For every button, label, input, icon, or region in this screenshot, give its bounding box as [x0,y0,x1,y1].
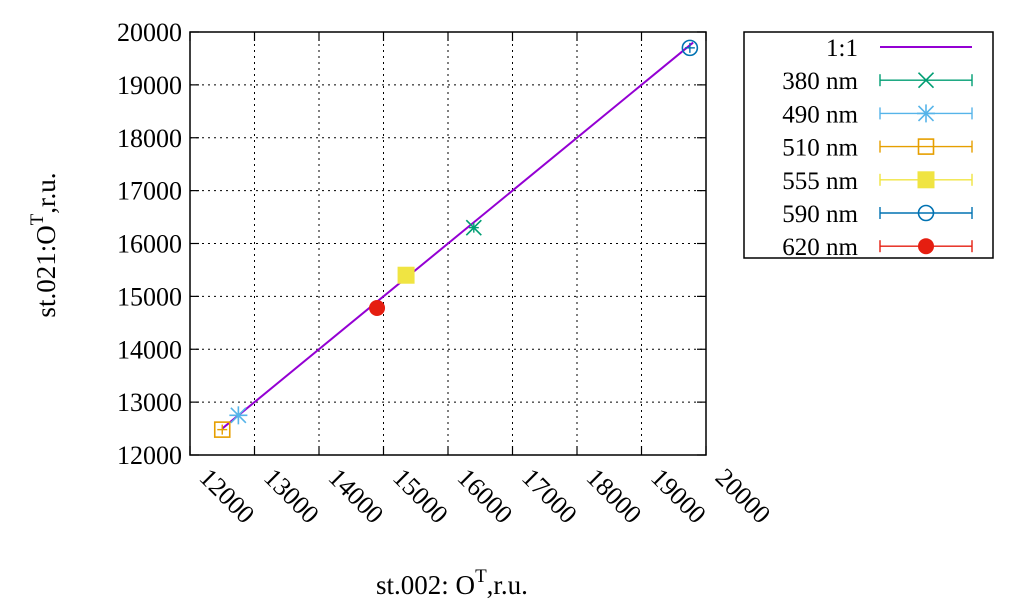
data-point-590-nm [681,39,699,57]
grid-lines [190,32,706,455]
marker-shape [917,171,935,189]
marker-stroke [465,219,482,236]
marker-shape [918,238,934,255]
x-tick-label: 12000 [194,463,260,529]
y-tick-label: 20000 [117,18,182,47]
y-axis-label: st.021:OT,r.u. [27,172,61,317]
data-point-510-nm [213,421,231,438]
y-tick-label: 16000 [117,230,182,259]
x-tick-label: 13000 [258,463,324,529]
y-tick-label: 19000 [117,71,182,100]
one-to-one-line [221,41,694,430]
legend-entry: 510 nm [782,135,973,162]
legend-entry: 490 nm [782,101,973,128]
legend-entry: 620 nm [782,234,973,261]
x-tick-label: 15000 [387,463,453,529]
point-marker [369,300,386,317]
point-marker [397,266,415,284]
marker-shape [681,39,699,57]
legend-label: 510 nm [782,135,858,162]
data-point-380-nm [465,219,482,236]
data-point-620-nm [369,300,386,317]
x-tick-label: 16000 [452,463,518,529]
point-marker [465,219,482,236]
marker-stroke [917,72,935,89]
x-tick-label: 14000 [323,463,389,529]
legend-box [743,31,994,259]
legend-label: 1:1 [826,35,858,62]
y-axis-ticks: 12000 13000 14000 15000 16000 17000 18000 19000… [117,18,706,470]
legend: 1:1 380 nm 490 nm 510 nm 555 nm 590 nm 620 nm [743,31,994,261]
legend-marker [918,238,934,255]
x-tick-label: 20000 [710,463,776,529]
y-tick-label: 14000 [117,335,182,364]
legend-entry: 555 nm [782,168,973,195]
legend-label: 590 nm [782,201,858,228]
legend-label: 490 nm [782,101,858,128]
legend-label: 620 nm [782,234,858,261]
y-tick-label: 15000 [117,282,182,311]
x-tick-label: 17000 [516,463,582,529]
y-tick-label: 12000 [117,441,182,470]
legend-marker [917,171,935,189]
data-point-490-nm [229,406,248,425]
marker-shape [397,266,415,284]
legend-label: 555 nm [782,168,858,195]
x-tick-label: 19000 [645,463,711,529]
point-marker [681,39,699,57]
y-tick-label: 17000 [117,177,182,206]
y-tick-label: 18000 [117,124,182,153]
legend-entry: 590 nm [782,201,973,228]
marker-shape [213,421,231,438]
legend-marker [917,72,935,89]
marker-shape [917,138,935,155]
y-tick-label: 13000 [117,388,182,417]
point-marker [229,406,248,425]
legend-marker [917,204,935,222]
marker-shape [369,300,386,317]
legend-entry: 380 nm [782,68,973,95]
x-tick-label: 18000 [581,463,647,529]
legend-entry: 1:1 [826,35,972,62]
point-marker [213,421,231,438]
x-axis-label: st.002: OT,r.u. [376,566,528,600]
legend-marker [917,138,935,155]
plot-series [213,39,699,438]
data-point-555-nm [397,266,415,284]
legend-label: 380 nm [782,68,858,95]
legend-marker [917,104,935,123]
marker-shape [917,204,935,222]
